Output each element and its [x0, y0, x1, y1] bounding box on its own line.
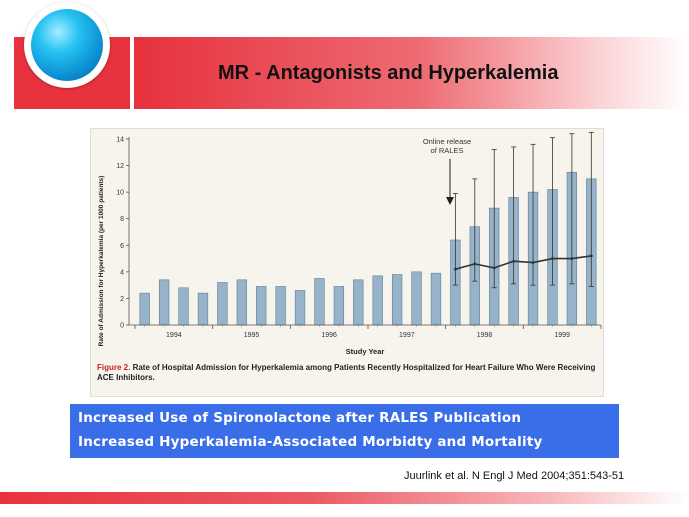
- bar-9: [314, 278, 325, 326]
- figure-panel: 0246810121419941995199619971998199920002…: [90, 128, 604, 397]
- x-tick-label-1999: 1999: [554, 332, 570, 339]
- slide-title: MR - Antagonists and Hyperkalemia: [218, 62, 559, 84]
- bar-14: [411, 271, 422, 326]
- highlight-line-2: Increased Hyperkalemia-Associated Morbid…: [78, 434, 543, 450]
- y-tick-label-4: 4: [120, 269, 124, 276]
- figure-caption-text: Rate of Hospital Admission for Hyperkale…: [97, 363, 596, 382]
- bar-6: [256, 286, 267, 326]
- hyperkalemia-bar-chart: 0246810121419941995199619971998199920002…: [98, 131, 602, 356]
- x-tick-label-1994: 1994: [166, 332, 182, 339]
- y-tick-label-2: 2: [120, 296, 124, 303]
- bar-8: [294, 290, 306, 326]
- bar-10: [333, 286, 345, 326]
- y-tick-label-8: 8: [120, 216, 124, 223]
- trend-point-4: [531, 261, 535, 264]
- figure-caption: Figure 2. Rate of Hospital Admission for…: [97, 363, 597, 383]
- highlight-box: Increased Use of Spironolactone after RA…: [70, 404, 619, 458]
- y-tick-label-14: 14: [116, 137, 124, 144]
- bar-15: [430, 272, 442, 326]
- bar-7: [275, 286, 286, 326]
- y-axis-label: Rate of Admission for Hyperkalemia (per …: [98, 176, 105, 347]
- y-tick-label-6: 6: [120, 243, 124, 250]
- annotation-line-2: of RALES: [431, 146, 464, 155]
- trend-point-6: [570, 257, 574, 260]
- trend-point-0: [453, 267, 457, 271]
- trend-line: [455, 255, 592, 270]
- bar-12: [372, 275, 383, 326]
- y-tick-label-0: 0: [120, 323, 124, 330]
- bar-1: [158, 279, 170, 326]
- figure-caption-label: Figure 2.: [97, 363, 131, 372]
- bar-4: [217, 282, 228, 326]
- x-axis-label: Study Year: [346, 347, 385, 356]
- y-tick-label-10: 10: [116, 190, 124, 197]
- trend-point-2: [492, 266, 496, 270]
- bar-2: [178, 287, 189, 326]
- trend-point-5: [551, 257, 554, 260]
- trend-point-3: [512, 259, 516, 263]
- x-tick-label-1996: 1996: [321, 332, 337, 339]
- trend-point-7: [589, 254, 593, 258]
- y-tick-label-12: 12: [116, 163, 124, 170]
- trend-point-1: [473, 262, 477, 266]
- x-tick-label-1998: 1998: [477, 332, 493, 339]
- blue-globe-circle-icon: [31, 9, 103, 81]
- footer-bar: [0, 492, 689, 504]
- annotation-line-1: Online release: [423, 137, 471, 146]
- bar-3: [197, 292, 209, 326]
- x-tick-label-1997: 1997: [399, 332, 415, 339]
- citation-text: Juurlink et al. N Engl J Med 2004;351:54…: [404, 470, 625, 482]
- annotation-arrow-head: [446, 197, 454, 205]
- rales-annotation: Online release of RALES: [423, 137, 471, 205]
- x-tick-label-1995: 1995: [244, 332, 260, 339]
- bar-11: [353, 279, 364, 326]
- title-banner: [0, 37, 689, 109]
- bar-0: [139, 292, 150, 326]
- bar-13: [391, 274, 403, 326]
- highlight-line-1: Increased Use of Spironolactone after RA…: [78, 410, 522, 426]
- bar-5: [236, 279, 247, 326]
